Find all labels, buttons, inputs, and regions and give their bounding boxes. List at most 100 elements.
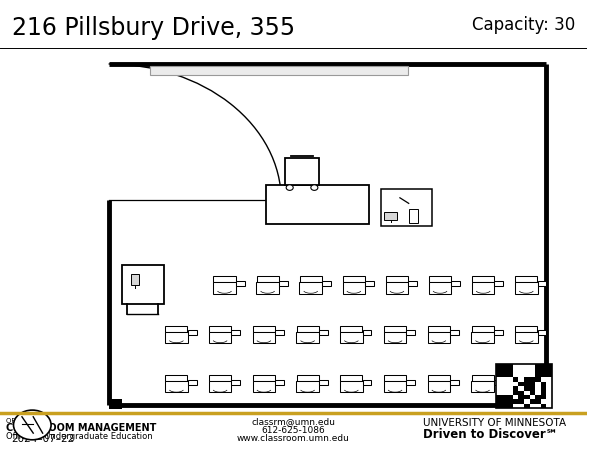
Bar bbox=[538, 331, 547, 335]
Bar bbox=[507, 364, 513, 369]
Bar bbox=[472, 276, 494, 282]
Text: classrm@umn.edu: classrm@umn.edu bbox=[251, 417, 335, 425]
Text: 612-625-1086: 612-625-1086 bbox=[262, 425, 325, 434]
Bar bbox=[362, 331, 371, 335]
Bar bbox=[541, 404, 546, 408]
Bar bbox=[450, 380, 459, 385]
Bar bbox=[285, 158, 319, 185]
Bar bbox=[502, 400, 507, 404]
Bar bbox=[340, 381, 362, 393]
Bar bbox=[296, 375, 319, 381]
Bar bbox=[494, 281, 503, 286]
Bar bbox=[384, 375, 406, 381]
Bar bbox=[513, 378, 518, 382]
Bar bbox=[530, 378, 535, 382]
Bar bbox=[541, 382, 546, 386]
Bar bbox=[429, 282, 451, 294]
Bar bbox=[530, 386, 535, 391]
Bar bbox=[165, 381, 188, 393]
Bar bbox=[535, 378, 541, 382]
Bar bbox=[471, 332, 494, 343]
Bar bbox=[296, 381, 319, 393]
Bar bbox=[343, 282, 365, 294]
Bar bbox=[257, 276, 278, 282]
Bar bbox=[188, 380, 197, 385]
Bar bbox=[496, 404, 502, 408]
Text: 216 Pillsbury Drive, 355: 216 Pillsbury Drive, 355 bbox=[12, 16, 295, 40]
Bar bbox=[209, 381, 232, 393]
Bar bbox=[496, 369, 502, 373]
Bar bbox=[513, 391, 518, 395]
Bar bbox=[122, 265, 164, 305]
Bar bbox=[535, 373, 541, 378]
Bar bbox=[340, 332, 362, 343]
Bar bbox=[518, 395, 524, 400]
Bar bbox=[518, 400, 524, 404]
Text: 2024–07–22: 2024–07–22 bbox=[12, 433, 75, 443]
Bar bbox=[386, 282, 408, 294]
Bar bbox=[496, 373, 502, 378]
Bar bbox=[502, 395, 507, 400]
Bar bbox=[319, 331, 328, 335]
Bar bbox=[384, 326, 406, 332]
Bar bbox=[515, 332, 538, 343]
Bar bbox=[384, 381, 406, 393]
Bar bbox=[524, 395, 530, 400]
Bar bbox=[496, 400, 502, 404]
Bar bbox=[209, 332, 232, 343]
Bar bbox=[535, 400, 541, 404]
Bar bbox=[530, 400, 535, 404]
Bar bbox=[546, 364, 552, 369]
Bar bbox=[188, 331, 197, 335]
Bar bbox=[275, 331, 284, 335]
Bar bbox=[535, 395, 541, 400]
Bar bbox=[515, 326, 538, 332]
Bar bbox=[214, 276, 236, 282]
Bar bbox=[546, 369, 552, 373]
Bar bbox=[502, 404, 507, 408]
Bar bbox=[253, 326, 275, 332]
Circle shape bbox=[311, 185, 318, 191]
Bar bbox=[494, 380, 503, 385]
Bar bbox=[450, 331, 459, 335]
Bar bbox=[515, 381, 538, 393]
Bar bbox=[541, 369, 546, 373]
Bar bbox=[166, 326, 187, 332]
Bar bbox=[253, 332, 275, 343]
Bar bbox=[524, 382, 530, 386]
Bar bbox=[538, 380, 547, 385]
Bar bbox=[496, 395, 502, 400]
Bar bbox=[507, 395, 513, 400]
Bar bbox=[502, 369, 507, 373]
Bar bbox=[279, 281, 288, 286]
Bar bbox=[496, 364, 502, 369]
Bar bbox=[535, 369, 541, 373]
Text: Capacity: 30: Capacity: 30 bbox=[472, 16, 575, 34]
Bar bbox=[428, 375, 450, 381]
Bar bbox=[518, 391, 524, 395]
Text: UNIVERSITY OF MINNESOTA: UNIVERSITY OF MINNESOTA bbox=[422, 417, 566, 427]
Bar bbox=[507, 404, 513, 408]
Bar bbox=[236, 281, 245, 286]
Bar bbox=[541, 373, 546, 378]
Bar bbox=[386, 276, 408, 282]
Bar bbox=[253, 381, 275, 393]
Text: Driven to Discover℠: Driven to Discover℠ bbox=[422, 427, 557, 440]
Bar bbox=[524, 386, 530, 391]
Text: Office of Undergraduate Education: Office of Undergraduate Education bbox=[6, 432, 152, 440]
Bar bbox=[524, 404, 530, 408]
Bar bbox=[296, 332, 319, 343]
Bar bbox=[296, 326, 319, 332]
Bar bbox=[232, 331, 240, 335]
Bar bbox=[428, 381, 450, 393]
Bar bbox=[428, 332, 450, 343]
Bar bbox=[408, 281, 417, 286]
Bar bbox=[515, 375, 538, 381]
Bar bbox=[275, 380, 284, 385]
Bar bbox=[513, 400, 518, 404]
Bar bbox=[472, 375, 494, 381]
Bar bbox=[530, 391, 535, 395]
Circle shape bbox=[286, 185, 293, 191]
Bar bbox=[299, 282, 322, 294]
Bar bbox=[209, 326, 231, 332]
